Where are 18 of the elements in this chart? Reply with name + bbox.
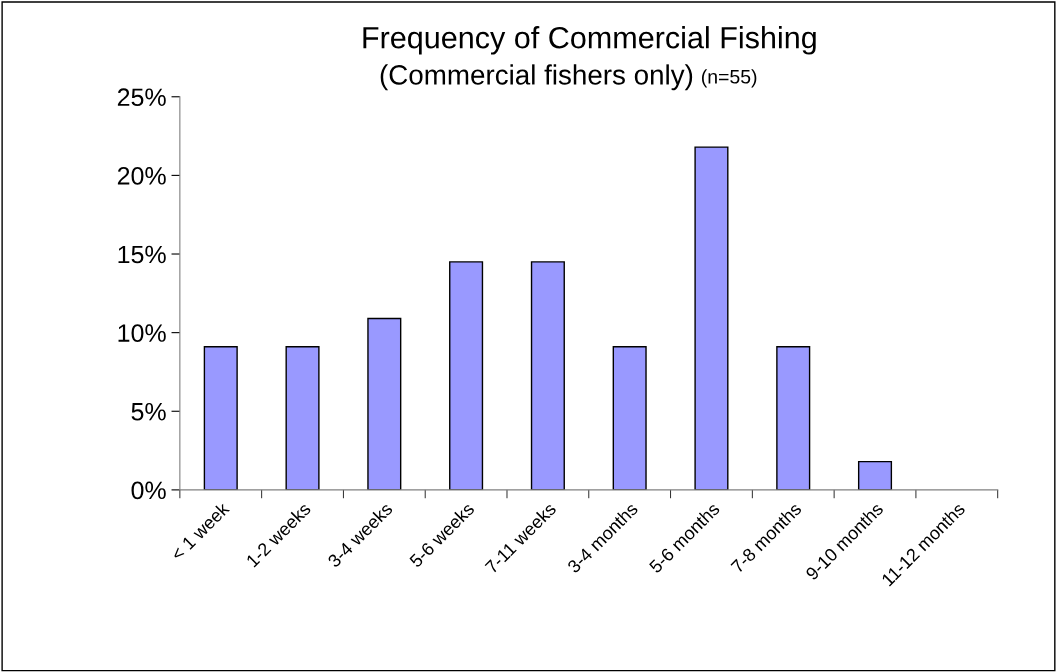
y-tick-label: 5% (131, 402, 166, 421)
bar (449, 261, 484, 490)
bar (203, 346, 238, 490)
bar (857, 460, 893, 490)
text: (n=55) (701, 69, 757, 88)
y-tick-label: 10% (118, 324, 166, 342)
bar (694, 146, 729, 490)
bar (285, 346, 320, 490)
bar (776, 346, 811, 490)
bar (530, 261, 565, 490)
chart-title: Frequency of Commercial Fishing (363, 26, 816, 55)
bar (367, 317, 402, 490)
y-tick-label: 25% (117, 88, 166, 107)
y-tick-label: 15% (118, 245, 166, 264)
chart-subtitle: (Commercial fishers only) (380, 64, 693, 91)
y-tick-label: 0% (131, 481, 166, 500)
bar (612, 346, 647, 490)
y-tick-label: 20% (117, 166, 166, 185)
